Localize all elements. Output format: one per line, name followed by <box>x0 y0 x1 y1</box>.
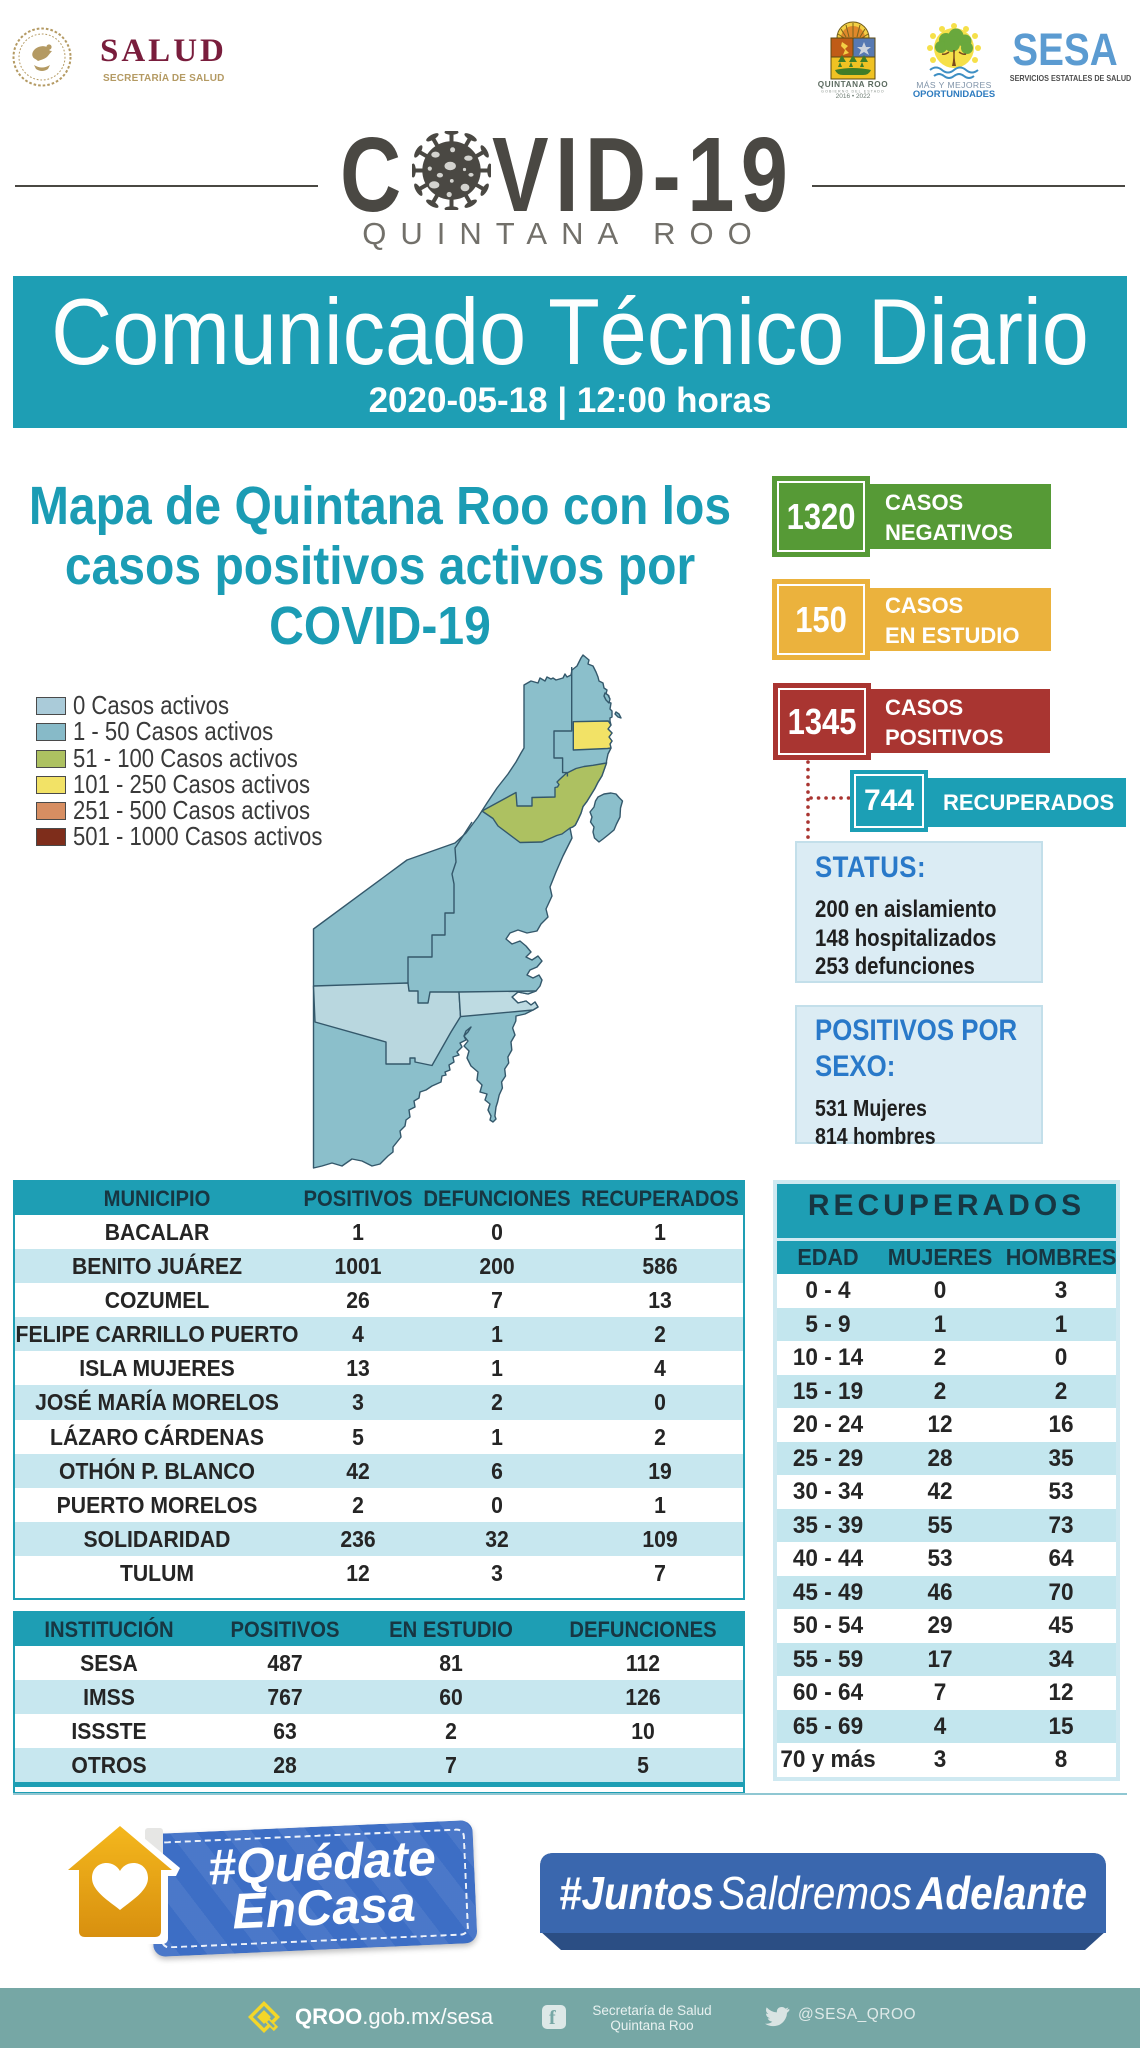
svg-text:MÁS Y MEJORES: MÁS Y MEJORES <box>916 80 992 90</box>
svg-text:2016 • 2022: 2016 • 2022 <box>836 93 871 98</box>
svg-text:OPORTUNIDADES: OPORTUNIDADES <box>913 88 995 98</box>
svg-text:QUINTANA ROO: QUINTANA ROO <box>818 80 888 89</box>
svg-text:#JuntosSaldremosAdelante: #JuntosSaldremosAdelante <box>559 1867 1087 1919</box>
svg-text:GOBIERNO DEL ESTADO: GOBIERNO DEL ESTADO <box>821 90 885 94</box>
